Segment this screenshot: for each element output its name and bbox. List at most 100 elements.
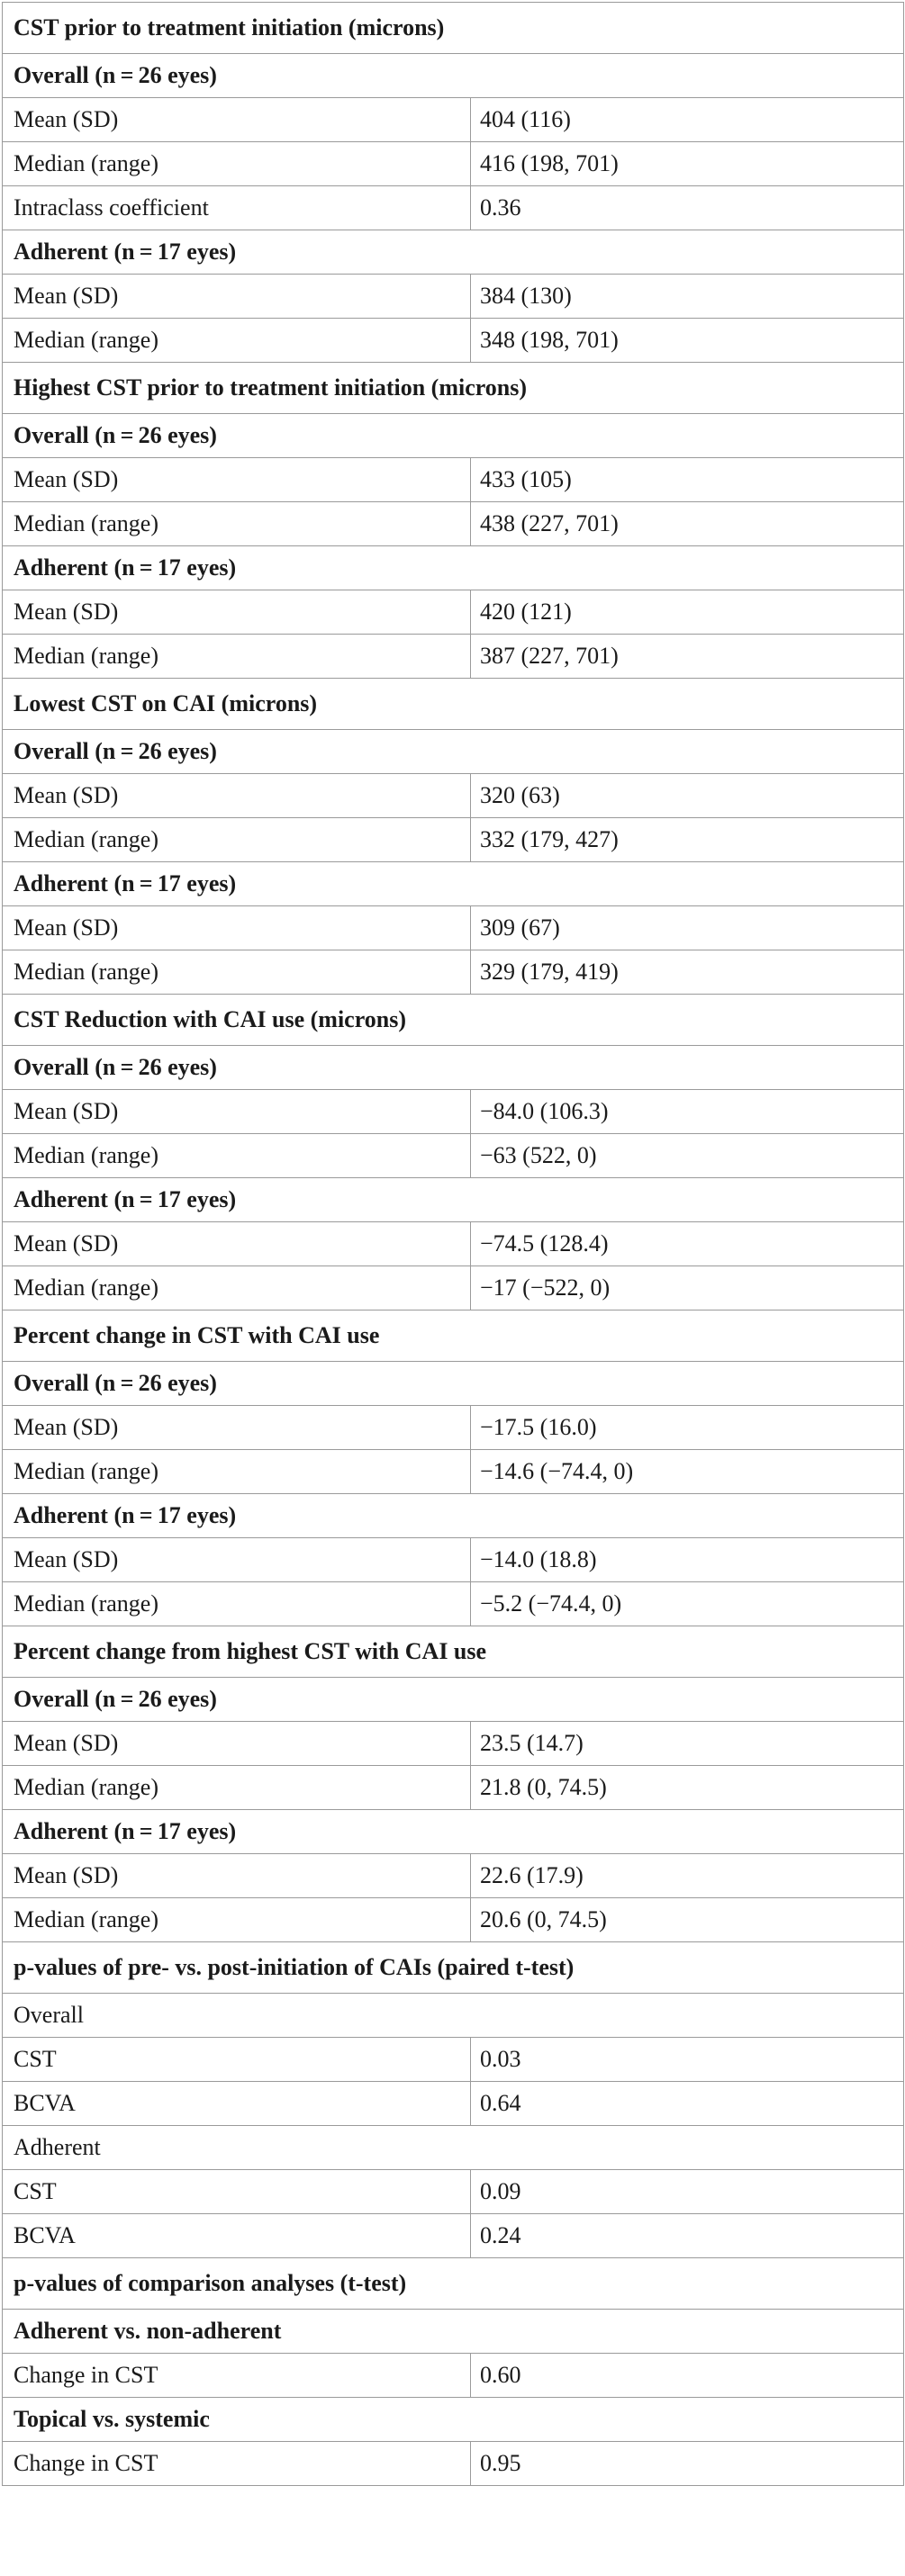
group-label: Adherent (n = 17 eyes) [1, 1809, 905, 1854]
row-label: Median (range) [2, 501, 471, 546]
table-row: Mean (SD) 384 (130) [2, 274, 905, 319]
row-value: −14.0 (18.8) [469, 1537, 905, 1582]
section-title: Lowest CST on CAI (microns) [1, 678, 905, 730]
row-value: 0.95 [469, 2441, 905, 2486]
table-row: Mean (SD) 433 (105) [2, 457, 905, 502]
table-row: Median (range) 416 (198, 701) [2, 141, 905, 186]
section-header-row: Highest CST prior to treatment initiatio… [1, 362, 905, 414]
table-row: Change in CST 0.60 [2, 2353, 905, 2398]
row-value: 22.6 (17.9) [469, 1853, 905, 1898]
group-label: Overall [1, 1993, 905, 2038]
row-label: Median (range) [2, 634, 471, 679]
row-value: −17 (−522, 0) [469, 1265, 905, 1311]
row-label: Median (range) [2, 1581, 471, 1626]
row-value: 420 (121) [469, 590, 905, 635]
table-row: Median (range) 21.8 (0, 74.5) [2, 1765, 905, 1810]
section-title: Percent change in CST with CAI use [1, 1310, 905, 1362]
table-body: CST prior to treatment initiation (micro… [1, 2, 905, 2486]
group-header-row: Overall [1, 1993, 905, 2038]
row-label: Mean (SD) [2, 457, 471, 502]
table-row: Mean (SD) 404 (116) [2, 97, 905, 142]
row-value: 384 (130) [469, 274, 905, 319]
row-value: 0.36 [469, 185, 905, 230]
section-header-row: Lowest CST on CAI (microns) [1, 678, 905, 730]
section-header-row: CST Reduction with CAI use (microns) [1, 994, 905, 1046]
row-label: Mean (SD) [2, 1853, 471, 1898]
row-label: BCVA [2, 2081, 471, 2126]
table-row: Mean (SD) −14.0 (18.8) [2, 1537, 905, 1582]
table-row: BCVA 0.64 [2, 2081, 905, 2126]
row-value: −84.0 (106.3) [469, 1089, 905, 1134]
row-value: 0.24 [469, 2213, 905, 2258]
table-row: Change in CST 0.95 [2, 2441, 905, 2486]
table-row: Mean (SD) 23.5 (14.7) [2, 1721, 905, 1766]
row-label: Median (range) [2, 950, 471, 995]
row-value: 0.60 [469, 2353, 905, 2398]
group-label: Topical vs. systemic [1, 2397, 905, 2442]
group-header-row: Adherent (n = 17 eyes) [1, 861, 905, 906]
group-header-row: Adherent (n = 17 eyes) [1, 1809, 905, 1854]
row-value: 438 (227, 701) [469, 501, 905, 546]
group-header-row: Adherent [1, 2125, 905, 2170]
group-header-row: Overall (n = 26 eyes) [1, 729, 905, 774]
row-label: Mean (SD) [2, 1721, 471, 1766]
row-value: 23.5 (14.7) [469, 1721, 905, 1766]
group-label: Adherent vs. non-adherent [1, 2309, 905, 2354]
table-row: Median (range) −63 (522, 0) [2, 1133, 905, 1178]
row-label: BCVA [2, 2213, 471, 2258]
group-header-row: Adherent (n = 17 eyes) [1, 1177, 905, 1222]
row-label: Median (range) [2, 817, 471, 862]
row-value: −63 (522, 0) [469, 1133, 905, 1178]
table-row: Median (range) −14.6 (−74.4, 0) [2, 1449, 905, 1494]
table-row: Median (range) 332 (179, 427) [2, 817, 905, 862]
row-value: 404 (116) [469, 97, 905, 142]
row-label: Intraclass coefficient [2, 185, 471, 230]
row-label: Change in CST [2, 2353, 471, 2398]
row-label: Median (range) [2, 1449, 471, 1494]
row-label: Median (range) [2, 1897, 471, 1942]
row-label: Median (range) [2, 1133, 471, 1178]
row-value: −74.5 (128.4) [469, 1221, 905, 1266]
group-header-row: Adherent (n = 17 eyes) [1, 545, 905, 590]
row-label: Median (range) [2, 1265, 471, 1311]
table-row: Mean (SD) −74.5 (128.4) [2, 1221, 905, 1266]
table-row: Median (range) 329 (179, 419) [2, 950, 905, 995]
row-label: Mean (SD) [2, 97, 471, 142]
table-row: Median (range) 387 (227, 701) [2, 634, 905, 679]
group-label: Overall (n = 26 eyes) [1, 729, 905, 774]
row-label: Mean (SD) [2, 905, 471, 950]
table-row: Mean (SD) 22.6 (17.9) [2, 1853, 905, 1898]
table-row: Median (range) 20.6 (0, 74.5) [2, 1897, 905, 1942]
section-title: p-values of pre- vs. post-initiation of … [1, 1941, 905, 1994]
row-value: 0.09 [469, 2169, 905, 2214]
row-value: 0.64 [469, 2081, 905, 2126]
row-value: 320 (63) [469, 773, 905, 818]
group-header-row: Adherent vs. non-adherent [1, 2309, 905, 2354]
row-label: Mean (SD) [2, 274, 471, 319]
row-value: 332 (179, 427) [469, 817, 905, 862]
section-header-row: CST prior to treatment initiation (micro… [1, 2, 905, 54]
row-value: −5.2 (−74.4, 0) [469, 1581, 905, 1626]
section-header-row: Percent change in CST with CAI use [1, 1310, 905, 1362]
group-header-row: Adherent (n = 17 eyes) [1, 1493, 905, 1538]
row-value: 348 (198, 701) [469, 318, 905, 363]
row-value: −14.6 (−74.4, 0) [469, 1449, 905, 1494]
row-value: 329 (179, 419) [469, 950, 905, 995]
group-label: Adherent [1, 2125, 905, 2170]
group-header-row: Overall (n = 26 eyes) [1, 1677, 905, 1722]
row-label: Mean (SD) [2, 1221, 471, 1266]
section-title: CST Reduction with CAI use (microns) [1, 994, 905, 1046]
row-label: CST [2, 2169, 471, 2214]
group-label: Adherent (n = 17 eyes) [1, 230, 905, 275]
row-value: 309 (67) [469, 905, 905, 950]
row-label: Mean (SD) [2, 1405, 471, 1450]
group-header-row: Overall (n = 26 eyes) [1, 53, 905, 98]
group-header-row: Overall (n = 26 eyes) [1, 413, 905, 458]
table-row: CST 0.09 [2, 2169, 905, 2214]
row-value: 21.8 (0, 74.5) [469, 1765, 905, 1810]
row-label: Median (range) [2, 1765, 471, 1810]
group-label: Adherent (n = 17 eyes) [1, 545, 905, 590]
table-row: Mean (SD) 420 (121) [2, 590, 905, 635]
table-row: Mean (SD) 320 (63) [2, 773, 905, 818]
row-value: 0.03 [469, 2037, 905, 2082]
